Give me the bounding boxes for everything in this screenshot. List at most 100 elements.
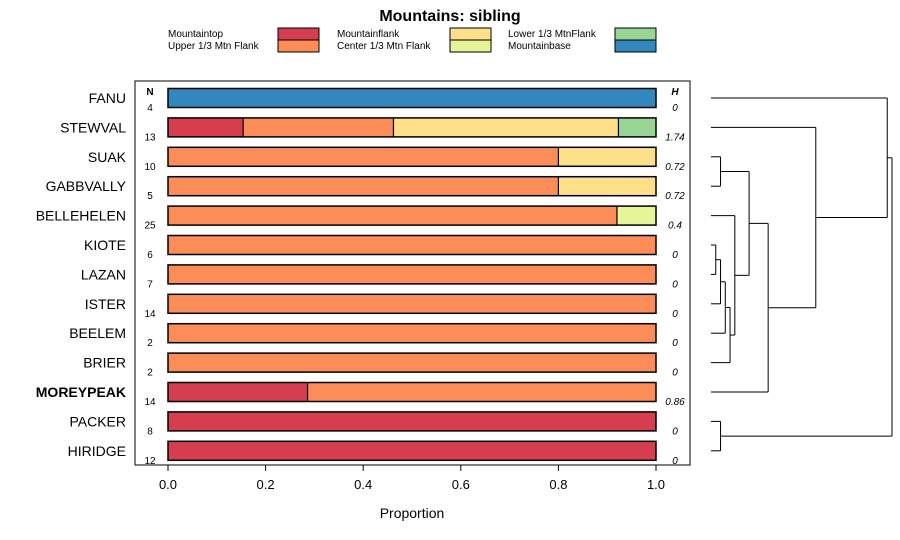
bar-segment (243, 117, 394, 137)
bar-segment (168, 176, 559, 196)
legend-label: Mountaintop (168, 29, 223, 40)
legend-swatch (449, 27, 492, 41)
bar-outline (167, 411, 657, 432)
n-value: 14 (144, 309, 156, 320)
n-value: 25 (144, 221, 156, 232)
bar-segment (168, 235, 656, 255)
h-value: 0 (672, 456, 678, 467)
x-tick-label: 0.6 (452, 477, 470, 492)
n-value: 10 (144, 162, 156, 173)
n-value: 14 (144, 397, 156, 408)
x-axis-label: Proportion (380, 505, 445, 521)
bar-segment (618, 117, 656, 137)
bar-segment (168, 88, 656, 108)
bar-segment (168, 411, 656, 431)
h-value: 0 (672, 250, 678, 261)
bar-outline (167, 322, 657, 344)
x-tick-label: 1.0 (647, 477, 665, 492)
h-value: 0.86 (665, 397, 685, 408)
row-label: KIOTE (84, 237, 126, 253)
bar-segment (558, 176, 656, 196)
bar-segment (168, 117, 244, 137)
n-column-header: N (146, 87, 153, 98)
h-value: 0 (672, 103, 678, 114)
row-label: LAZAN (81, 266, 126, 282)
row-label: HIRIDGE (68, 443, 126, 459)
legend-swatch (277, 27, 320, 41)
h-value: 0.72 (665, 162, 685, 173)
h-value: 0 (672, 368, 678, 379)
bar-segment (168, 441, 656, 461)
row-label: BELLEHELEN (36, 208, 126, 224)
legend-label: Center 1/3 Mtn Flank (337, 41, 431, 52)
legend-label: Lower 1/3 MtnFlank (508, 29, 597, 40)
bar-segment (168, 353, 656, 373)
n-value: 12 (144, 456, 156, 467)
row-label: ISTER (85, 296, 126, 312)
bar-segment (393, 117, 619, 137)
n-value: 2 (147, 368, 153, 379)
bar-outline (167, 234, 657, 256)
h-value: 0 (672, 426, 678, 437)
h-column-header: H (671, 87, 679, 98)
n-value: 7 (147, 279, 153, 290)
legend-swatch (614, 39, 657, 53)
bar-outline (167, 205, 657, 226)
bar-outline (167, 381, 657, 403)
bar-segment (616, 206, 656, 226)
x-tick-label: 0.4 (354, 477, 372, 492)
h-value: 0.4 (668, 221, 682, 232)
legend-label: Upper 1/3 Mtn Flank (168, 41, 260, 52)
row-label: BRIER (83, 355, 126, 371)
dendrogram (711, 97, 893, 452)
bar-segment (168, 264, 656, 284)
legend-swatch (449, 39, 492, 53)
legend-swatch (614, 27, 657, 41)
row-label: GABBVALLY (46, 178, 127, 194)
row-label: PACKER (69, 413, 126, 429)
h-value: 0.72 (665, 191, 685, 202)
n-value: 8 (147, 426, 153, 437)
row-label: STEWVAL (60, 119, 126, 135)
n-value: 4 (147, 103, 153, 114)
h-value: 0 (672, 279, 678, 290)
plot-panel (134, 80, 691, 466)
x-tick-label: 0.8 (549, 477, 567, 492)
bar-outline (167, 146, 657, 168)
x-tick-label: 0.2 (257, 477, 275, 492)
bar-segment (168, 294, 656, 314)
n-value: 5 (147, 191, 153, 202)
bar-rows: FANU 4 0 STEWVAL 13 1.74 SUAK 10 0.72 GABBVALLY 5 0… (36, 87, 685, 467)
legend-swatch (277, 39, 320, 53)
bar-segment (168, 382, 308, 402)
n-value: 2 (147, 338, 153, 349)
row-label: FANU (89, 90, 126, 106)
row-label: MOREYPEAK (36, 384, 126, 400)
h-value: 0 (672, 309, 678, 320)
legend-label: Mountainbase (508, 41, 571, 52)
bar-segment (168, 323, 656, 343)
h-value: 1.74 (665, 132, 685, 143)
row-label: SUAK (88, 149, 127, 165)
n-value: 6 (147, 250, 153, 261)
bar-segment (307, 382, 656, 402)
bar-outline (167, 264, 657, 285)
legend-label: Mountainflank (337, 29, 400, 40)
bar-segment (168, 206, 617, 226)
bar-outline (167, 87, 657, 109)
row-label: BEELEM (69, 325, 126, 341)
bar-segment (168, 147, 559, 167)
x-tick-label: 0.0 (159, 477, 177, 492)
chart-title: Mountains: sibling (379, 8, 520, 25)
bar-outline (167, 175, 657, 197)
bar-outline (167, 440, 657, 462)
bar-outline (167, 352, 657, 373)
x-axis: 0.0 0.2 0.4 0.6 0.8 1.0 (159, 465, 665, 492)
bar-outline (167, 293, 657, 315)
bar-segment (558, 147, 656, 167)
bar-outline (167, 117, 657, 138)
n-value: 13 (144, 132, 156, 143)
h-value: 0 (672, 338, 678, 349)
